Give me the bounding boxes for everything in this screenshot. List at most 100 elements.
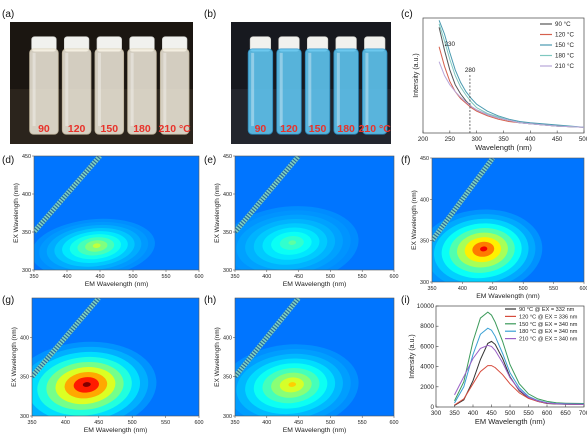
y-tick-label: 10000: [417, 303, 435, 310]
x-tick-label: 500: [505, 410, 516, 417]
y-tick-label: 8000: [420, 323, 434, 330]
y-axis-label: Intensity (a.u.): [409, 334, 416, 378]
y-tick-label: 400: [420, 197, 429, 203]
x-tick-label: 350: [231, 274, 240, 280]
x-tick-label: 450: [94, 420, 103, 426]
x-tick-label: 600: [195, 274, 204, 280]
vial-label: 150: [309, 123, 327, 135]
panel-label-a: (a): [2, 9, 14, 20]
heatmap-contours: [432, 158, 543, 282]
y-tick-label: 300: [420, 280, 429, 286]
x-tick-label: 350: [231, 420, 240, 426]
series-line-4: [454, 344, 584, 405]
x-tick-label: 250: [445, 136, 456, 143]
y-tick-label: 350: [223, 375, 232, 381]
x-tick-label: 700: [579, 410, 587, 417]
y-tick-label: 350: [420, 239, 429, 245]
legend-label: 150 °C @ EX = 340 nm: [519, 322, 578, 328]
series-line-3: [438, 23, 584, 128]
series-group: [454, 311, 584, 406]
photo-vials-uv: 90 120 150 180 210 °C: [231, 22, 391, 144]
x-tick-label: 600: [390, 274, 399, 280]
x-tick-label: 400: [63, 274, 72, 280]
panel-label-f: (f): [401, 155, 410, 166]
y-axis-label: EX Wavelength (nm): [411, 190, 418, 250]
x-tick-label: 450: [488, 286, 497, 292]
heatmap-contours: [32, 298, 157, 416]
vial-highlight: [251, 52, 255, 127]
contour-level: [82, 382, 91, 387]
y-tick-label: 300: [22, 268, 31, 274]
x-tick-label: 650: [560, 410, 571, 417]
x-tick-label: 500: [326, 274, 335, 280]
x-tick-label: 350: [30, 274, 39, 280]
panel-label-h: (h): [204, 295, 216, 306]
y-tick-label: 300: [223, 414, 232, 420]
annotation-230: 230: [444, 41, 455, 48]
x-tick-label: 500: [519, 286, 528, 292]
heatmap-frame: [234, 297, 395, 417]
y-tick-label: 6000: [420, 343, 434, 350]
x-tick-label: 450: [294, 274, 303, 280]
x-tick-label: 500: [128, 420, 137, 426]
vial-label: 210 °C: [159, 123, 192, 135]
vial-label: 210 °C: [359, 123, 392, 135]
x-tick-label: 600: [542, 410, 553, 417]
vial-body: [333, 48, 359, 135]
x-axis-label: EM Wavelength (nm): [476, 293, 540, 300]
legend-label: 120 °C @ EX = 336 nm: [519, 314, 578, 320]
scatter-band: [235, 156, 301, 234]
panel-label-e: (e): [204, 155, 216, 166]
x-tick-label: 400: [262, 420, 271, 426]
vial-label: 90: [255, 123, 267, 135]
x-axis-label: EM Wavelength (nm): [283, 427, 347, 434]
x-tick-label: 450: [486, 410, 497, 417]
y-tick-label: 350: [20, 375, 29, 381]
vial-label: 120: [68, 123, 86, 135]
vial-highlight: [130, 52, 134, 127]
legend-label: 120 °C: [555, 32, 575, 39]
x-tick-label: 400: [262, 274, 271, 280]
series-group: [438, 20, 584, 128]
vial-label: 150: [101, 123, 119, 135]
legend-label: 210 °C @ EX = 340 nm: [519, 337, 578, 343]
vial-highlight: [308, 52, 312, 127]
x-tick-label: 350: [28, 420, 37, 426]
y-axis-label: EX Wavelength (nm): [214, 327, 221, 387]
vial-highlight: [163, 52, 167, 127]
vial-body: [247, 48, 274, 135]
vial-highlight: [65, 52, 69, 127]
vial-highlight: [97, 52, 101, 127]
y-axis-label: EX Wavelength (nm): [214, 183, 221, 243]
x-tick-label: 300: [472, 136, 483, 143]
x-tick-label: 450: [96, 274, 105, 280]
y-tick-label: 400: [223, 335, 232, 341]
heatmap-contours: [235, 156, 359, 270]
scatter-band-hatch: [32, 298, 101, 379]
x-tick-label: 350: [428, 286, 437, 292]
y-tick-label: 350: [22, 230, 31, 236]
vial-body: [127, 48, 157, 135]
y-axis-label: Intensity (a.u.): [413, 53, 420, 97]
series-line-2: [454, 311, 584, 404]
x-tick-label: 350: [498, 136, 509, 143]
x-tick-label: 400: [525, 136, 536, 143]
panel-label-g: (g): [2, 295, 14, 306]
y-tick-label: 350: [223, 230, 232, 236]
legend-label: 180 °C @ EX = 340 nm: [519, 329, 578, 335]
x-tick-label: 550: [161, 420, 170, 426]
x-tick-label: 500: [579, 136, 587, 143]
x-tick-label: 300: [431, 410, 442, 417]
x-tick-label: 550: [162, 274, 171, 280]
legend-label: 210 °C: [555, 63, 575, 70]
legend-label: 180 °C: [555, 53, 575, 60]
contour-level: [288, 240, 297, 245]
y-axis-label: EX Wavelength (nm): [13, 183, 20, 243]
contour-level: [288, 382, 297, 387]
panel-label-c: (c): [401, 9, 413, 20]
